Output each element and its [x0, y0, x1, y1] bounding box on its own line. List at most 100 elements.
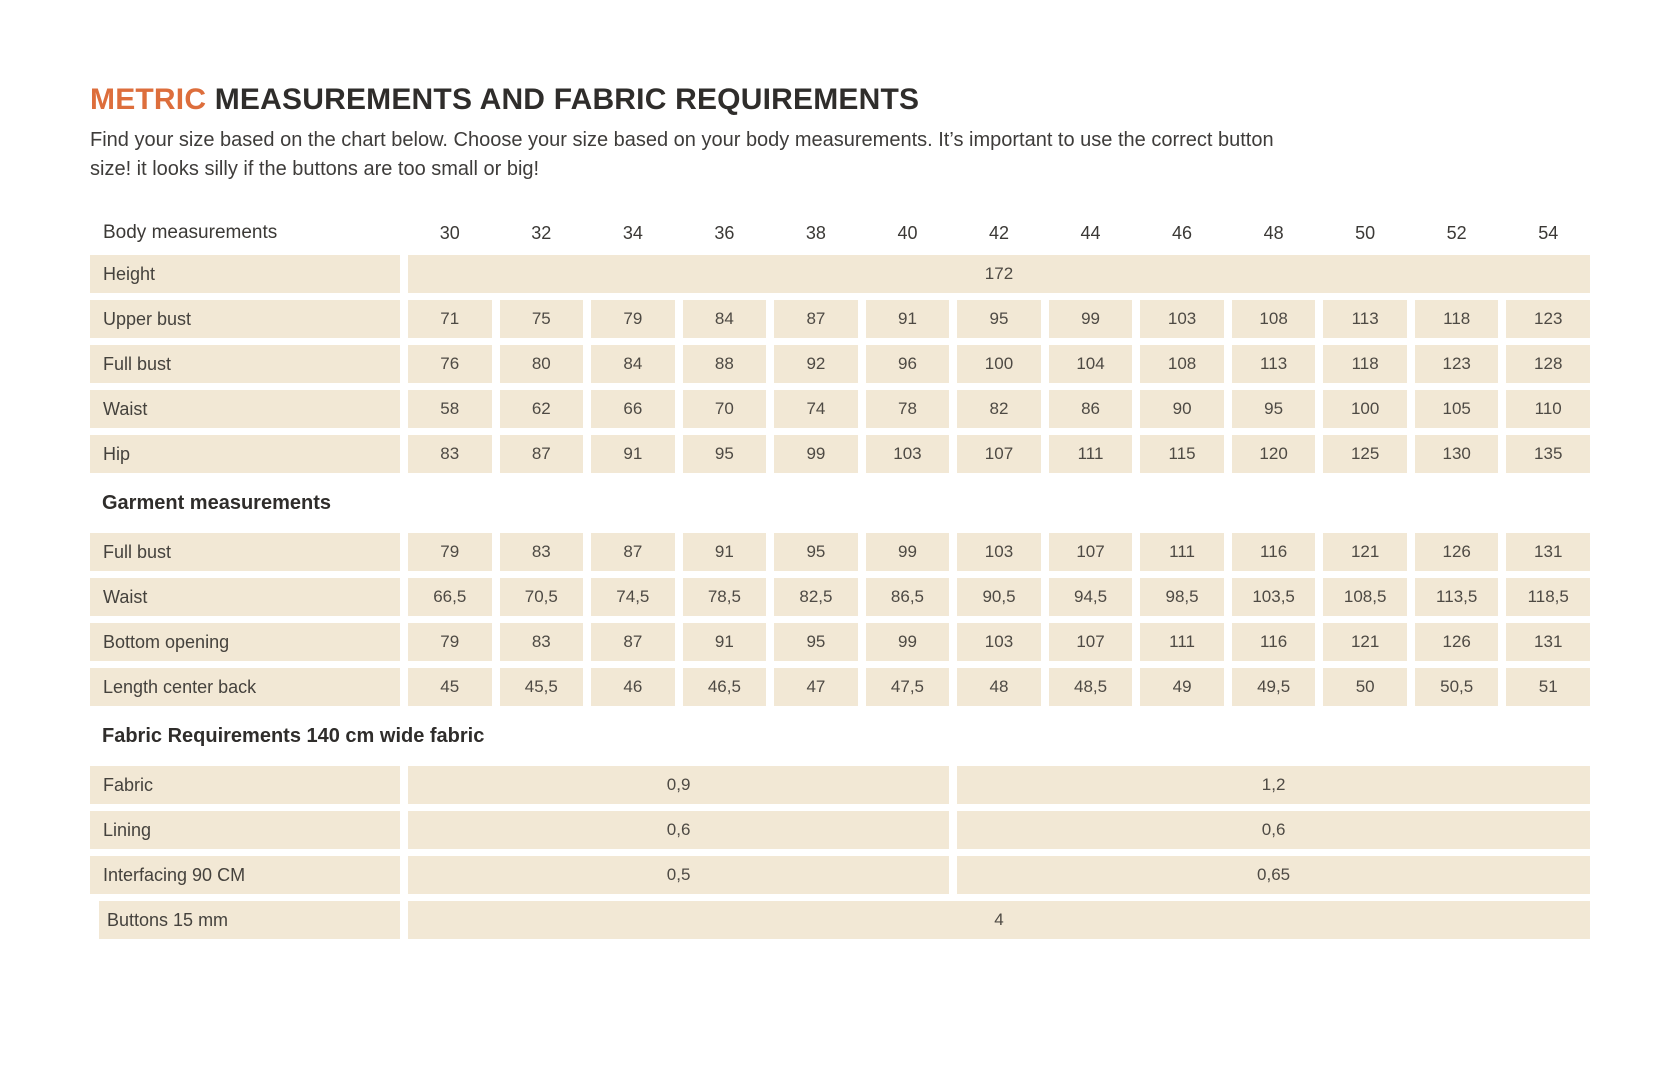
value-cell: 95: [774, 623, 858, 661]
value-cell: 103: [957, 533, 1041, 571]
size-column-header: 38: [805, 222, 826, 243]
value-cell: 48: [957, 668, 1041, 706]
value-cell: 123: [1506, 300, 1590, 338]
value-cell: 70: [682, 390, 767, 428]
value-cell: 92: [774, 345, 858, 383]
value-cell: 110: [1506, 390, 1590, 428]
value-cell: 62: [499, 390, 584, 428]
value-cell: 46: [591, 668, 675, 706]
fabric-left-cell: 0,5: [408, 856, 950, 894]
value-cell: 104: [1048, 345, 1133, 383]
size-column-header: 52: [1446, 222, 1467, 243]
intro-text: Find your size based on the chart below.…: [90, 126, 1590, 184]
value-cell: 87: [774, 300, 858, 338]
value-cell: 87: [591, 623, 675, 661]
value-cell: 91: [591, 435, 675, 473]
row-label: Hip: [90, 435, 400, 473]
value-cell: 90: [1140, 390, 1224, 428]
size-column-header: 54: [1538, 222, 1559, 243]
value-cell: 76: [408, 345, 492, 383]
value-cell: 51: [1506, 668, 1590, 706]
fabric-right-cell: 1,2: [957, 766, 1590, 804]
page-title: METRIC MEASUREMENTS AND FABRIC REQUIREME…: [90, 83, 1590, 117]
value-cell: 111: [1140, 623, 1224, 661]
row-label: Waist: [90, 390, 400, 428]
row-label: Bottom opening: [90, 623, 400, 661]
row-label: Full bust: [90, 533, 400, 571]
value-cell: 83: [499, 623, 584, 661]
value-cell: 107: [1048, 533, 1133, 571]
table-header-label: Body measurements: [103, 222, 278, 243]
value-cell: 96: [865, 345, 950, 383]
value-cell: 118: [1414, 300, 1499, 338]
value-cell: 123: [1414, 345, 1499, 383]
value-cell: 87: [591, 533, 675, 571]
size-column-header: 44: [1080, 222, 1101, 243]
value-cell: 91: [865, 300, 950, 338]
row-label: Lining: [90, 811, 400, 849]
garment-section-heading: Garment measurements: [90, 480, 1590, 526]
fabric-left-cell: 0,9: [408, 766, 950, 804]
value-cell: 86,5: [865, 578, 950, 616]
value-cell: 118: [1323, 345, 1407, 383]
value-cell: 45: [408, 668, 492, 706]
value-cell: 107: [957, 435, 1041, 473]
value-cell: 95: [774, 533, 858, 571]
value-cell: 120: [1231, 435, 1316, 473]
value-cell: 126: [1414, 623, 1499, 661]
value-cell: 126: [1414, 533, 1499, 571]
value-cell: 82: [957, 390, 1041, 428]
fabric-right-cell: 0,65: [957, 856, 1590, 894]
value-cell: 70,5: [499, 578, 584, 616]
size-column-header: 36: [714, 222, 735, 243]
value-cell: 78,5: [682, 578, 767, 616]
value-cell: 84: [682, 300, 767, 338]
value-cell: 111: [1140, 533, 1224, 571]
size-column-header: 30: [439, 222, 460, 243]
value-cell: 58: [408, 390, 492, 428]
value-cell: 66,5: [408, 578, 492, 616]
row-label: Upper bust: [90, 300, 400, 338]
buttons-span-cell: 4: [408, 901, 1590, 939]
value-cell: 83: [499, 533, 584, 571]
value-cell: 79: [408, 623, 492, 661]
value-cell: 74,5: [591, 578, 675, 616]
value-cell: 121: [1323, 623, 1407, 661]
value-cell: 116: [1231, 533, 1316, 571]
height-span-cell: 172: [408, 255, 1590, 293]
row-label: Buttons 15 mm: [99, 901, 400, 939]
value-cell: 71: [408, 300, 492, 338]
value-cell: 115: [1140, 435, 1224, 473]
row-label: Waist: [90, 578, 400, 616]
value-cell: 131: [1506, 533, 1590, 571]
value-cell: 80: [499, 345, 584, 383]
value-cell: 118,5: [1506, 578, 1590, 616]
value-cell: 87: [499, 435, 584, 473]
value-cell: 98,5: [1140, 578, 1224, 616]
value-cell: 99: [865, 533, 950, 571]
value-cell: 103,5: [1231, 578, 1316, 616]
row-label: Fabric: [90, 766, 400, 804]
value-cell: 130: [1414, 435, 1499, 473]
value-cell: 105: [1414, 390, 1499, 428]
value-cell: 46,5: [682, 668, 767, 706]
row-label: Length center back: [90, 668, 400, 706]
value-cell: 95: [1231, 390, 1316, 428]
value-cell: 79: [591, 300, 675, 338]
value-cell: 100: [1323, 390, 1407, 428]
value-cell: 45,5: [499, 668, 584, 706]
size-column-header: 40: [897, 222, 918, 243]
row-label: Full bust: [90, 345, 400, 383]
value-cell: 78: [865, 390, 950, 428]
value-cell: 131: [1506, 623, 1590, 661]
value-cell: 47,5: [865, 668, 950, 706]
value-cell: 113: [1231, 345, 1316, 383]
value-cell: 113,5: [1414, 578, 1499, 616]
row-label: Interfacing 90 CM: [90, 856, 400, 894]
value-cell: 82,5: [774, 578, 858, 616]
value-cell: 90,5: [957, 578, 1041, 616]
value-cell: 94,5: [1048, 578, 1133, 616]
size-column-header: 50: [1355, 222, 1376, 243]
fabric-left-cell: 0,6: [408, 811, 950, 849]
value-cell: 99: [865, 623, 950, 661]
